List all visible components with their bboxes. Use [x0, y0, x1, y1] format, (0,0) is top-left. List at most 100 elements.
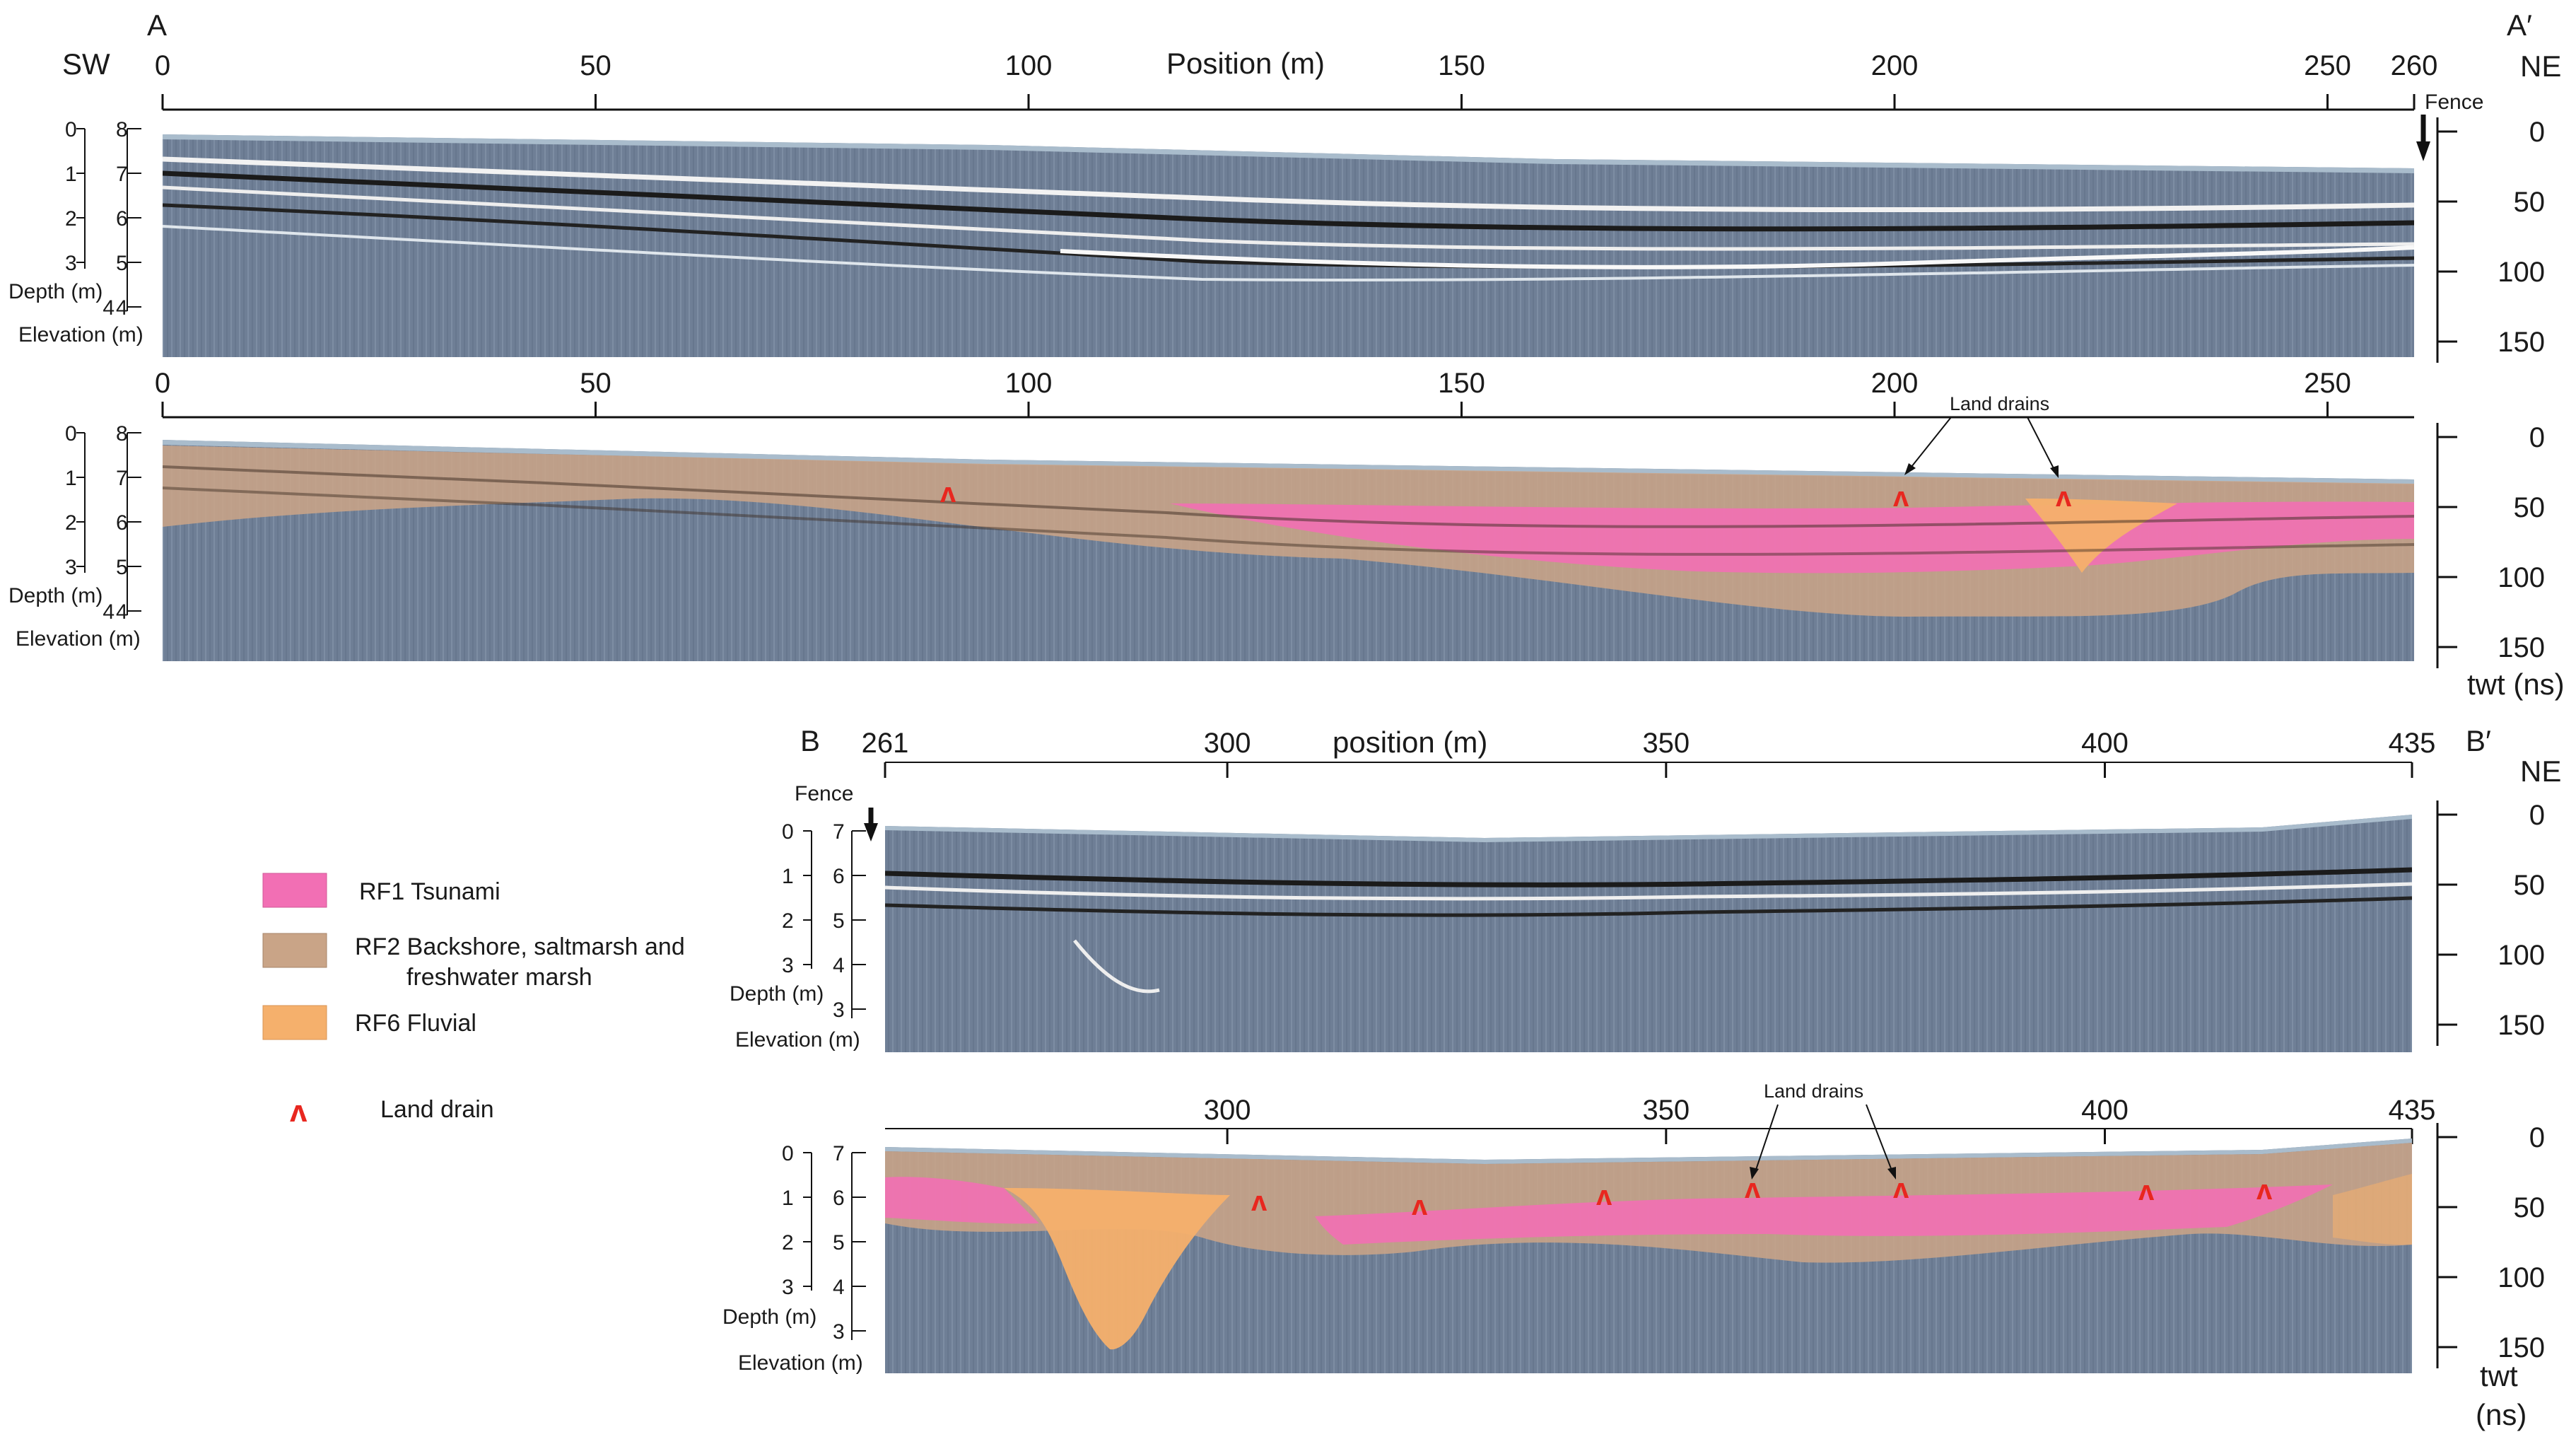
- elev-tick-a2-4: 4: [116, 600, 128, 624]
- depth-tick-a2-3: 3: [65, 556, 77, 579]
- twt-a2-tick-label-1: 50: [2514, 492, 2546, 523]
- depth-tick-a1-1: 1: [65, 163, 77, 186]
- elev-tick-a2-3: 5: [116, 556, 128, 579]
- pos-a-top-tick-label-3: 150: [1438, 50, 1485, 81]
- legend-drain-icon: ʌ: [290, 1094, 308, 1129]
- x-axis-a-top: 0 50 100 150 200 250 260: [155, 50, 2438, 111]
- unit-rf1-b-main: [1315, 1184, 2333, 1245]
- pos-b-bottom-tick-label-3: 435: [2389, 1095, 2436, 1126]
- depth-label-a2: Depth (m): [8, 584, 103, 607]
- label-sw: SW: [62, 47, 110, 81]
- depth-tick-b1-1: 1: [782, 865, 794, 888]
- elevation-label-a1: Elevation (m): [18, 323, 144, 347]
- twt-title-a: twt (ns): [2467, 668, 2565, 701]
- land-drain-a-2-icon: ʌ: [1893, 482, 1909, 513]
- position-axis-title-b: position (m): [1333, 726, 1487, 759]
- twt-a2-tick-label-2: 100: [2498, 562, 2545, 593]
- section-b-header: B B′ NE position (m): [800, 724, 2561, 788]
- radargram-b-lower: [885, 1139, 2412, 1373]
- elev-tick-a2-1: 7: [116, 467, 128, 490]
- label-ne-b: NE: [2520, 755, 2561, 788]
- pos-a-bottom-tick-label-0: 0: [155, 368, 170, 399]
- depth-tick-b1-3: 3: [782, 954, 794, 977]
- elev-tick-b2-4: 3: [833, 1320, 845, 1344]
- depth-tick-b2-0: 0: [782, 1142, 794, 1165]
- x-axis-b-bottom: 300 350 400 435: [885, 1095, 2435, 1144]
- radargram-b-upper: [885, 815, 2412, 1052]
- twt-b2-tick-label-0: 0: [2529, 1122, 2545, 1153]
- pos-a-bottom-tick-label-3: 150: [1438, 368, 1485, 399]
- pos-a-top-tick-label-2: 100: [1005, 50, 1053, 81]
- land-drain-a-1-icon: ʌ: [940, 477, 956, 508]
- depth-label-b1: Depth (m): [730, 982, 824, 1006]
- elev-tick-a1-4: 4: [116, 296, 128, 320]
- label-ne-a: NE: [2520, 50, 2561, 83]
- radargram-a-lower: [163, 440, 2414, 661]
- twt-a2-tick-label-3: 150: [2498, 632, 2545, 663]
- depth-tick-a1-2: 2: [65, 207, 77, 231]
- twt-b2-tick-label-3: 150: [2498, 1332, 2545, 1363]
- elev-tick-a1-1: 7: [116, 163, 128, 186]
- twt-axis-a2: 0 50 100 150: [2436, 422, 2546, 668]
- fence-arrow-b-icon: [864, 823, 878, 842]
- pos-a-top-tick-label-1: 50: [580, 50, 611, 81]
- twt-b2-tick-label-1: 50: [2514, 1192, 2546, 1223]
- elev-tick-b1-2: 5: [833, 909, 845, 933]
- unit-rf1-b-left: [885, 1177, 1039, 1224]
- unit-rf2-a: [163, 446, 2414, 617]
- elev-tick-b1-4: 3: [833, 998, 845, 1022]
- pos-a-bottom-tick-label-5: 250: [2304, 368, 2351, 399]
- pos-a-bottom-tick-label-2: 100: [1005, 368, 1053, 399]
- twt-axis-a1: 0 50 100 150: [2436, 117, 2545, 363]
- label-b-prime: B′: [2466, 724, 2491, 757]
- depth-scale-b2: 0 1 2 3 7 6 5 4 3 Depth (m) Elevation (m…: [722, 1142, 866, 1375]
- depth-tick-a2-0: 0: [65, 422, 77, 446]
- elevation-label-b1: Elevation (m): [735, 1028, 860, 1052]
- unit-rf6-b-right: [2333, 1174, 2412, 1245]
- ground-surface-a2: [163, 440, 2414, 484]
- land-drain-a-3-icon: ʌ: [2056, 482, 2072, 513]
- twt-a1-tick-label-3: 150: [2498, 327, 2545, 358]
- legend-label-rf1: RF1 Tsunami: [359, 878, 500, 905]
- fence-label-b: Fence: [795, 782, 853, 805]
- land-drain-b-5-icon: ʌ: [1893, 1173, 1909, 1204]
- twt-b1-tick-label-1: 50: [2514, 870, 2546, 901]
- label-a: A: [147, 8, 167, 42]
- pos-a-bottom-tick-label-1: 50: [580, 368, 611, 399]
- twt-a1-tick-label-0: 0: [2529, 117, 2545, 148]
- land-drain-b-3-icon: ʌ: [1596, 1180, 1612, 1211]
- elev-tick-b1-1: 6: [833, 865, 845, 888]
- ground-surface-b1: [885, 815, 2412, 843]
- twt-b1-tick-label-2: 100: [2498, 940, 2545, 971]
- unit-rf6-a: [2025, 499, 2177, 573]
- depth-scale-a2: 0 1 2 3 8 7 6 5 4 4 Depth (m) Elevation …: [8, 422, 141, 651]
- pos-b-top-tick-label-1: 300: [1204, 728, 1251, 759]
- land-drain-b-2-icon: ʌ: [1412, 1190, 1428, 1221]
- section-a-header: A A′ SW NE Position (m): [62, 8, 2561, 83]
- elev-tick-a1-2: 6: [116, 207, 128, 231]
- legend-label-rf2-line1: RF2 Backshore, saltmarsh and: [355, 933, 685, 960]
- elev-tick-b2-0: 7: [833, 1142, 845, 1165]
- pos-b-bottom-tick-label-1: 350: [1642, 1095, 1690, 1126]
- land-drains-b: ʌ ʌ ʌ ʌ ʌ ʌ ʌ Land drains: [1251, 1081, 2273, 1221]
- pos-b-top-tick-label-4: 435: [2389, 728, 2436, 759]
- pos-a-top-tick-label-5: 250: [2304, 50, 2351, 81]
- pos-a-top-tick-label-0: 0: [155, 50, 170, 81]
- depth-label-b2: Depth (m): [722, 1305, 816, 1329]
- land-drains-label-a: Land drains: [1950, 393, 2049, 414]
- land-drain-b-1-icon: ʌ: [1251, 1186, 1267, 1217]
- depth-tick-a2-1: 1: [65, 467, 77, 490]
- depth-tick-a1-4: 4: [103, 296, 115, 320]
- ground-surface-a1: [163, 134, 2414, 173]
- pos-a-top-tick-label-6: 260: [2391, 50, 2438, 81]
- legend-label-drain: Land drain: [380, 1096, 494, 1123]
- land-drain-b-7-icon: ʌ: [2256, 1175, 2273, 1206]
- pos-b-top-tick-label-3: 400: [2081, 728, 2129, 759]
- unit-rf6-b-channel: [1004, 1188, 1230, 1350]
- elev-tick-a2-2: 6: [116, 511, 128, 535]
- elev-tick-b2-1: 6: [833, 1187, 845, 1210]
- legend-label-rf2-line2: freshwater marsh: [406, 964, 592, 991]
- twt-a2-tick-label-0: 0: [2529, 422, 2545, 453]
- pos-b-top-tick-label-2: 350: [1642, 728, 1690, 759]
